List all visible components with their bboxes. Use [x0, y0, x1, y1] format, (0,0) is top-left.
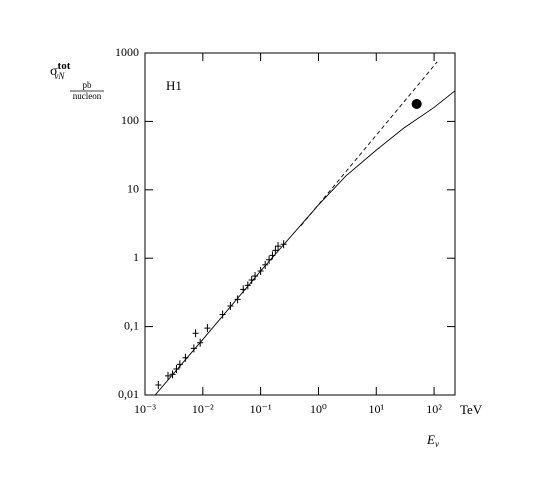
- data-point: [266, 255, 273, 264]
- y-unit-numerator: pb: [83, 80, 93, 90]
- curve: [154, 90, 456, 396]
- x-tick-label: 10¹: [368, 402, 384, 416]
- data-point: [192, 329, 199, 338]
- data-point: [219, 310, 226, 319]
- y-label-sub: νN: [54, 71, 65, 81]
- data-point: [252, 271, 259, 280]
- data-point: [173, 364, 180, 373]
- y-tick-label: 0,1: [124, 318, 139, 332]
- x-label-symbol: E: [426, 432, 435, 447]
- dashed-curve: [300, 61, 438, 226]
- x-tick-label: 10⁰: [310, 402, 327, 416]
- data-point: [244, 281, 251, 290]
- data-point: [275, 242, 282, 251]
- data-point: [227, 302, 234, 311]
- x-tick-label: 10⁻²: [192, 402, 214, 416]
- x-label-sub: ν: [435, 439, 439, 449]
- y-tick-label: 1000: [115, 45, 139, 59]
- x-unit: TeV: [460, 402, 483, 417]
- y-label-sup: tot: [58, 60, 71, 72]
- data-point: [204, 324, 211, 333]
- data-point: [262, 260, 269, 269]
- y-tick-label: 0,01: [118, 387, 139, 401]
- y-tick-label: 10: [127, 182, 139, 196]
- data-point: [248, 276, 255, 285]
- x-label: Eν: [426, 432, 439, 449]
- x-tick-label: 10⁻¹: [250, 402, 272, 416]
- y-unit-denominator: nucleon: [73, 91, 102, 101]
- y-label: σtot νN: [50, 60, 71, 82]
- annotation: H1: [166, 78, 182, 93]
- data-point: [272, 246, 279, 255]
- data-point: [190, 344, 197, 353]
- data-point: [411, 98, 422, 109]
- y-tick-label: 100: [121, 113, 139, 127]
- y-tick-label: 1: [133, 250, 139, 264]
- data-point: [234, 295, 241, 304]
- x-tick-label: 10⁻³: [134, 402, 156, 416]
- x-tick-label: 10²: [426, 402, 442, 416]
- data-point: [155, 381, 162, 390]
- y-label-symbol: σ: [50, 64, 58, 79]
- plot-frame: [144, 52, 456, 396]
- data-point: [165, 371, 172, 380]
